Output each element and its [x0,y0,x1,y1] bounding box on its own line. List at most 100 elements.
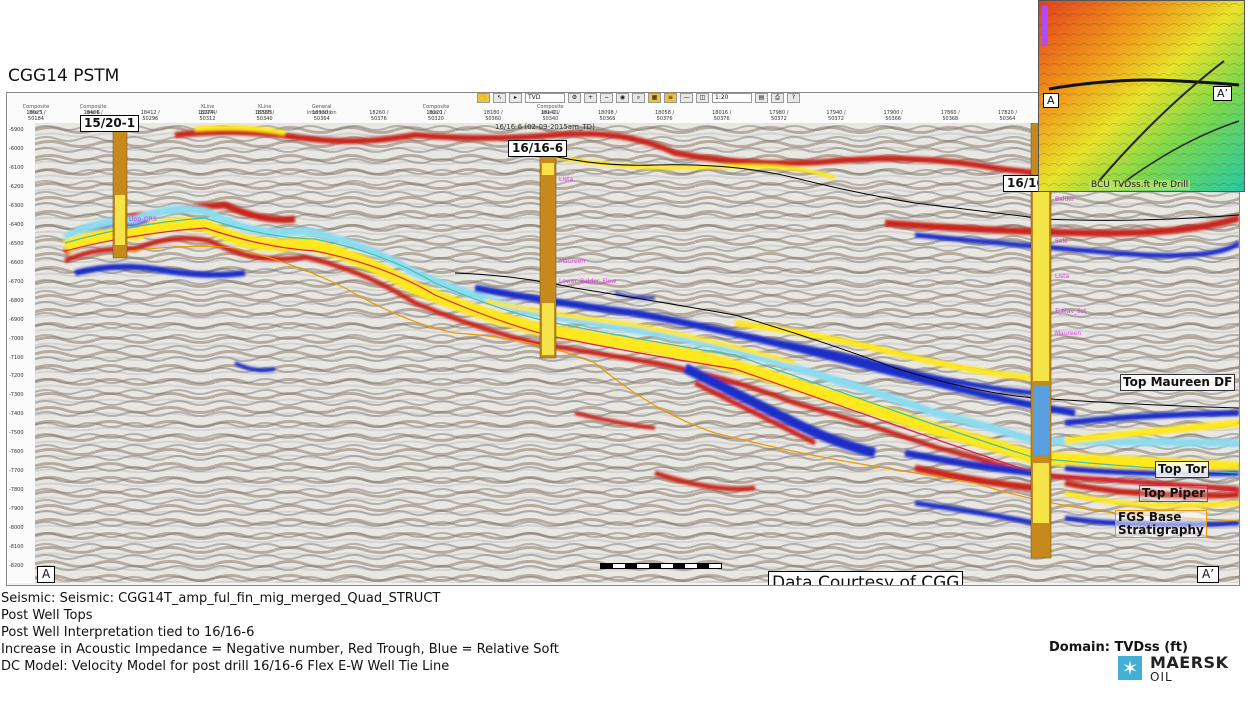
horizon-top-tor-line [64,217,1239,474]
depth-tick-label: -7500 [9,430,24,437]
depth-tick-label: -6500 [9,240,24,247]
camera-icon[interactable]: ◫ [696,93,709,103]
inset-section-line [1048,78,1240,91]
inset-map-image [1039,1,1244,191]
inset-label-a-prime: A’ [1213,86,1233,101]
horizon-label-top-maureen-df: Top Maureen DF [1120,374,1236,391]
search-icon[interactable]: ⌕ [632,93,645,103]
trace-header-line: XLine 12975 [256,104,273,116]
trace-header-numbers: 17980 / 50372 [769,110,789,122]
well-16-16b-5-limestone [1033,385,1049,455]
layers-button[interactable]: ≡ [664,93,677,103]
pick-tool-button[interactable]: ▸ [509,93,522,103]
zoom-out-button[interactable]: − [600,93,613,103]
domain-select[interactable]: TVD [525,93,565,103]
depth-tick-label: -7300 [9,392,24,399]
scale-bar [600,563,722,569]
trace-header-numbers: 18098 / 50366 [597,110,618,122]
inset-map[interactable]: A A’ BCU TVDss.ft Pre Drill [1038,0,1245,192]
view-button[interactable]: ◉ [616,93,629,103]
pointer-tool-button[interactable]: ↖ [493,93,506,103]
depth-axis: -5900 -6000 -6100 -6200 -6300 -6400 -6500 -6600… [7,123,36,583]
trace-header-numbers: 17820 / 50364 [997,110,1018,122]
horizon-top-piper-line [64,227,1239,492]
star-icon: ✶ [1118,656,1142,680]
trace-header-numbers: 18180 / 50360 [483,110,503,122]
pan-tool-button[interactable]: ✋ [477,93,490,103]
depth-tick-label: -8100 [9,544,24,551]
trace-header-line: Composite line 11 [536,104,564,116]
well-15-20-1-sand [115,195,125,245]
footer-line-interpretation: Post Well Interpretation tied to 16/16-6 [1,625,255,640]
trace-header-numbers: 17940 / 50372 [826,110,846,122]
well-bores [112,123,1052,559]
section-toolbar: ✋ ↖ ▸ TVD ⚙ + − ◉ ⌕ ▦ ≡ ― ◫ 1:20 ▤ ⎙ ? [477,93,800,103]
trace-header-numbers: 17900 / 50366 [883,110,903,122]
depth-tick-label: -6000 [9,145,24,152]
horizon-top-maureen-df-line [454,272,1239,409]
trace-header-numbers: 18338 / 50340 [254,110,275,122]
trace-header-line: Composite line 1 [422,104,450,116]
corner-label-a: A [37,566,56,583]
trace-header-numbers: 18016 / 50376 [712,110,732,122]
inset-label-a: A [1043,93,1059,108]
help-icon[interactable]: ? [787,93,800,103]
palette-button[interactable]: ▦ [648,93,661,103]
trace-header-numbers: 18025 / 50184 [26,110,46,122]
domain-label: Domain: TVDss (ft) [1049,640,1188,655]
depth-tick-label: -6900 [9,316,24,323]
depth-tick-label: -6100 [9,164,24,171]
well-top-t-mav-sst: T_Mav_Sst [1054,308,1087,315]
print-button[interactable]: ⎙ [771,93,784,103]
grid-button[interactable]: ▤ [755,93,768,103]
depth-tick-label: -7900 [9,506,24,513]
scale-bar-graphic [600,563,722,569]
settings-button[interactable]: ⚙ [568,93,581,103]
depth-tick-label: -7100 [9,354,24,361]
depth-tick-label: -5900 [9,127,24,133]
inset-fault-line [1098,60,1225,182]
seismic-data-area[interactable]: Upp_ORS Lista Maureen Lower_Balder_Flow … [35,115,1239,585]
zoom-in-button[interactable]: + [584,93,597,103]
trace-header-numbers: 17860 / 50368 [940,110,960,122]
well-16-16b-5-sand-lower [1033,463,1049,523]
trace-header-numbers: 18274 / 50312 [197,110,218,122]
well-top-balder: Balder [1055,196,1075,203]
well-top-maureen: Maureen [1055,330,1081,337]
trace-header-line: XLine 12974 [199,104,216,116]
depth-tick-label: -6700 [9,278,24,285]
depth-tick-label: -7800 [9,487,24,494]
trace-header-numbers: 18260 / 50376 [369,110,389,122]
well-16-16-6-sand [542,303,554,355]
scale-select[interactable]: 1:20 [712,93,752,103]
line-style-button[interactable]: ― [680,93,693,103]
footer-line-well-tops: Post Well Tops [1,608,93,623]
well-label-16-16-6[interactable]: 16/16-6 [508,140,568,157]
well-top-labels: Upp_ORS Lista Maureen Lower_Balder_Flow … [129,176,1087,337]
well-top-16-16-6-lista: Lista [559,176,573,183]
seismic-section-panel[interactable]: ✋ ↖ ▸ TVD ⚙ + − ◉ ⌕ ▦ ≡ ― ◫ 1:20 ▤ ⎙ ? C… [6,92,1240,586]
footer-line-dc-model: DC Model: Velocity Model for post drill … [1,659,450,674]
footer-line-impedance: Increase in Acoustic Impedance = Negativ… [1,642,559,657]
inset-caption: BCU TVDss.ft Pre Drill [1089,180,1191,190]
seismic-image: Upp_ORS Lista Maureen Lower_Balder_Flow … [35,123,1239,583]
depth-tick-label: -8000 [9,525,24,532]
depth-tick-label: -6200 [9,183,24,190]
corner-label-a-prime: A’ [1197,566,1220,583]
depth-tick-label: -7000 [9,335,24,342]
well-top-sele: Sele [1055,238,1068,245]
depth-tick-label: -6800 [9,297,24,304]
horizon-label-fgs-base: FGS Base Stratigraphy [1115,510,1207,538]
horizon-label-top-piper: Top Piper [1139,485,1209,502]
footer-line-seismic: Seismic: Seismic: CGG14T_amp_ful_fin_mig… [1,591,441,606]
page-title: CGG14 PSTM [8,66,120,86]
well-label-15-20-1[interactable]: 15/20-1 [80,115,140,132]
well-top-16-16-6-flow: Lower_Balder_Flow [559,278,616,285]
trace-header-numbers: 18140 / 50340 [540,110,560,122]
depth-tick-label: -6300 [9,202,24,209]
trace-header-numbers: 18220 / 50320 [426,110,446,122]
logo-sub: OIL [1150,670,1173,684]
well-top-16-16-6-maureen: Maureen [559,258,585,265]
trace-header-line: Composite line 6 [79,104,107,116]
well-top-lista: Lista [1055,273,1069,280]
